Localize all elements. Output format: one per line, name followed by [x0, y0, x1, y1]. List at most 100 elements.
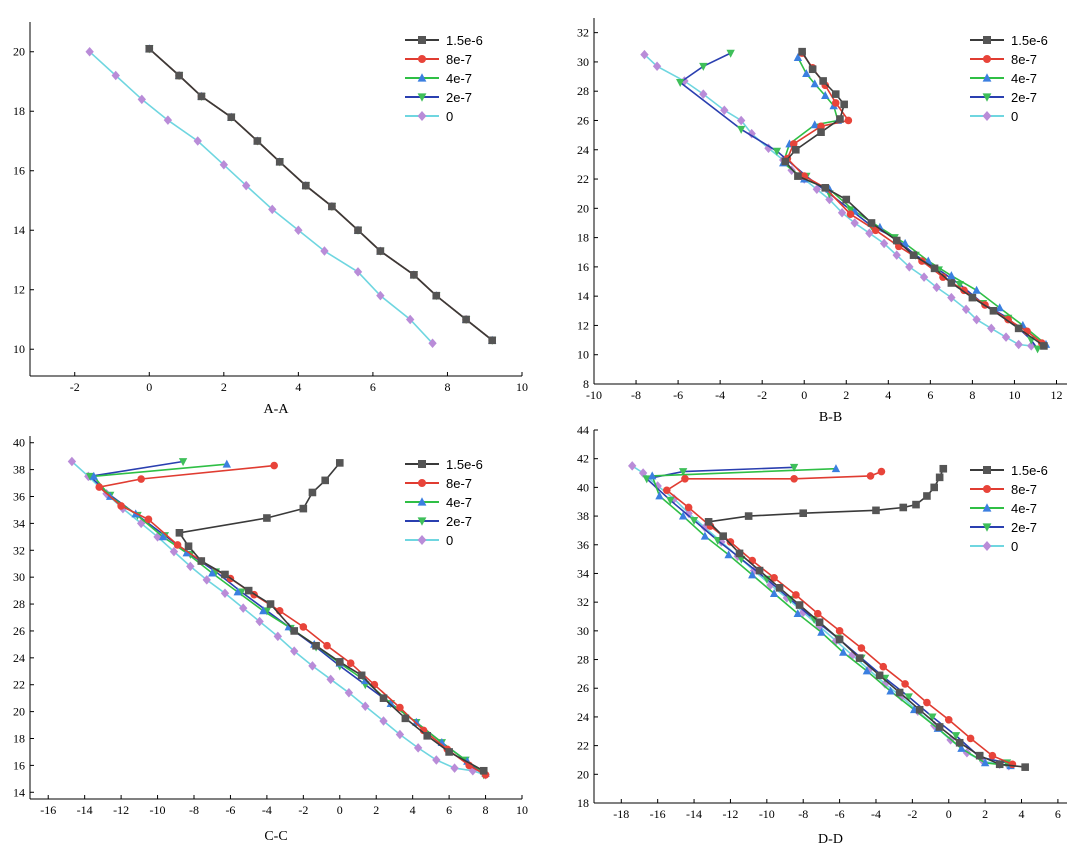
data-point	[312, 641, 320, 650]
data-point	[786, 595, 795, 604]
data-point	[379, 716, 388, 726]
data-point	[197, 92, 206, 101]
data-point	[346, 659, 355, 668]
data-point	[173, 541, 182, 549]
data-point	[221, 570, 229, 579]
data-point	[840, 100, 848, 109]
data-point	[308, 661, 317, 671]
legend-label: 8e-7	[446, 476, 472, 491]
data-point	[980, 758, 990, 767]
data-point	[144, 515, 153, 524]
series-line	[645, 466, 1008, 764]
data-point	[302, 181, 310, 190]
data-point	[835, 627, 844, 635]
data-point	[839, 647, 848, 656]
data-point	[802, 69, 811, 78]
data-point	[932, 282, 941, 293]
data-point	[208, 568, 217, 577]
legend-swatch-marker	[417, 73, 427, 82]
series-line	[651, 467, 1011, 767]
x-tick-label: -2	[298, 803, 308, 817]
series-8e-7	[145, 44, 496, 345]
legend-label: 1.5e-6	[1011, 33, 1048, 48]
data-point	[812, 184, 822, 195]
legend-label: 8e-7	[1011, 52, 1037, 67]
series-8e-7	[95, 461, 490, 779]
series-4e-7	[145, 44, 497, 344]
data-point	[968, 293, 977, 302]
x-axis-label: A-A	[264, 402, 290, 417]
series-line	[89, 51, 434, 344]
y-tick-label: 20	[577, 201, 589, 215]
series-4e-7	[779, 52, 1051, 348]
data-point	[975, 751, 984, 760]
data-point	[892, 250, 901, 260]
series-line	[148, 48, 493, 341]
y-tick-label: 40	[577, 480, 589, 494]
x-tick-label: -10	[759, 807, 775, 821]
data-point	[178, 458, 188, 467]
legend-swatch-marker	[982, 503, 992, 512]
legend: 1.5e-6 8e-7 4e-7 2e-7 0	[405, 33, 483, 124]
data-point	[270, 461, 278, 470]
y-tick-label: 36	[13, 490, 25, 504]
x-tick-label: 12	[1050, 388, 1062, 402]
x-tick-label: 4	[885, 388, 891, 402]
data-point	[719, 532, 727, 540]
data-point	[219, 160, 228, 170]
data-point	[184, 542, 193, 551]
x-tick-label: 6	[927, 388, 933, 402]
x-axis-label: D-D	[818, 832, 843, 847]
data-point	[726, 49, 735, 58]
data-point	[1014, 339, 1023, 350]
data-point	[879, 238, 889, 249]
data-point	[755, 566, 764, 575]
data-point	[897, 692, 906, 702]
data-point	[67, 456, 77, 467]
y-tick-label: 28	[577, 84, 589, 98]
data-point	[736, 115, 746, 126]
y-tick-label: 20	[13, 45, 25, 59]
data-point	[831, 90, 840, 98]
data-point	[488, 336, 496, 345]
series-0	[640, 49, 1036, 351]
y-tick-label: 12	[577, 318, 589, 332]
data-point	[1001, 332, 1011, 342]
legend-label: 8e-7	[1011, 482, 1037, 497]
data-point	[169, 546, 179, 557]
data-point	[935, 473, 944, 482]
data-point	[930, 264, 939, 273]
series-line	[665, 470, 1013, 766]
data-point	[972, 314, 981, 325]
data-point	[628, 461, 637, 471]
data-point	[137, 94, 146, 105]
data-point	[790, 474, 798, 483]
data-point	[923, 492, 931, 500]
data-point	[379, 694, 388, 702]
data-point	[782, 593, 792, 603]
data-point	[699, 62, 708, 71]
data-point	[747, 128, 756, 139]
data-point	[951, 732, 961, 741]
x-tick-label: 6	[1055, 807, 1061, 821]
y-tick-label: 20	[577, 767, 589, 781]
series-1-5e-6	[704, 464, 1029, 771]
x-tick-label: 0	[946, 807, 952, 821]
x-tick-label: 10	[516, 803, 528, 817]
data-point	[95, 483, 104, 491]
x-tick-label: -12	[113, 803, 129, 817]
x-tick-label: -10	[150, 803, 166, 817]
data-point	[810, 120, 819, 129]
y-tick-label: 26	[13, 624, 25, 638]
x-tick-label: 8	[483, 803, 489, 817]
data-point	[772, 147, 782, 156]
data-point	[939, 464, 948, 473]
data-point	[220, 588, 230, 599]
data-point	[905, 262, 914, 272]
data-point	[678, 511, 688, 520]
legend-swatch-marker	[982, 111, 992, 121]
data-point	[700, 522, 710, 533]
data-point	[202, 575, 211, 585]
data-point	[886, 686, 895, 695]
